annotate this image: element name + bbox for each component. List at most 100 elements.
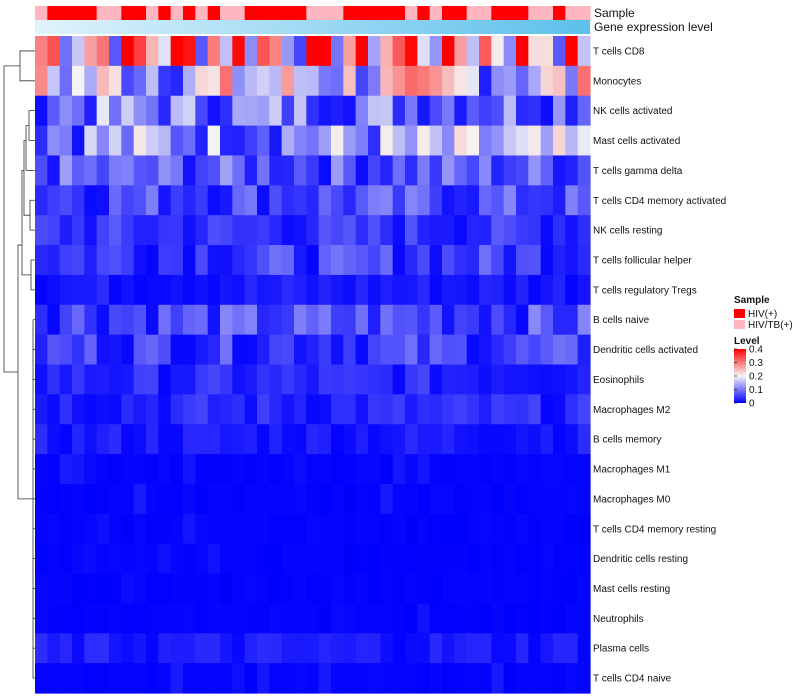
heatmap-cell (503, 633, 517, 664)
heatmap-cell (146, 65, 159, 97)
heatmap-cell (405, 36, 418, 67)
heatmap-cell (516, 394, 529, 425)
heatmap-cell (503, 603, 517, 634)
dendrogram-branch (28, 110, 35, 141)
heatmap-cell (355, 454, 369, 485)
heatmap-cell (170, 95, 184, 127)
heatmap-cell (158, 424, 172, 455)
heatmap-cell (503, 513, 517, 545)
heatmap-cell (553, 334, 566, 366)
heatmap-cell (183, 334, 196, 366)
heatmap-cell (158, 663, 172, 694)
heatmap-cell (47, 454, 61, 485)
heatmap-cell (183, 603, 196, 634)
heatmap-cell (109, 394, 122, 425)
heatmap-cell (146, 215, 159, 246)
heatmap-cell (417, 663, 431, 694)
heatmap-cell (577, 65, 591, 97)
heatmap-cell (417, 483, 431, 515)
heatmap-cell (133, 483, 147, 515)
heatmap-cell (72, 454, 85, 485)
heatmap-cell (540, 125, 554, 157)
heatmap-cell (343, 454, 357, 485)
heatmap-cell (207, 185, 221, 216)
heatmap-cell (318, 513, 332, 545)
heatmap-cell (35, 424, 48, 455)
row-label: Eosinophils (593, 375, 644, 386)
heatmap-cell (158, 36, 172, 67)
sample-annotation-cell (503, 6, 517, 20)
heatmap-cell (207, 633, 221, 664)
heatmap-cell (72, 334, 85, 366)
heatmap-cell (269, 304, 283, 336)
heatmap-cell (109, 543, 122, 575)
heatmap-cell (466, 245, 480, 276)
heatmap-cell (392, 483, 406, 515)
heatmap-cell (528, 663, 542, 694)
heatmap-cell (442, 483, 455, 515)
heatmap-cell (84, 424, 98, 455)
heatmap-cell (503, 125, 517, 157)
heatmap-cell (318, 394, 332, 425)
heatmap-cell (355, 36, 369, 67)
heatmap-cell (380, 394, 394, 425)
heatmap-cell (318, 633, 332, 664)
heatmap-cell (540, 364, 554, 395)
heatmap-cell (96, 65, 110, 97)
heatmap-cell (516, 274, 529, 306)
heatmap-cell (158, 95, 172, 127)
heatmap-cell (318, 364, 332, 395)
heatmap-cell (294, 394, 307, 425)
heatmap-cell (392, 36, 406, 67)
heatmap-cell (429, 304, 443, 336)
heatmap-cell (47, 603, 61, 634)
heatmap-cell (96, 573, 110, 605)
heatmap-cell (220, 364, 233, 395)
heatmap-cell (528, 633, 542, 664)
heatmap-cell (392, 573, 406, 605)
heatmap-cell (183, 155, 196, 186)
dendrogram-branch (3, 65, 20, 373)
heatmap-cell (294, 95, 307, 127)
sample-annotation-cell (417, 6, 431, 20)
heatmap-cell (109, 274, 122, 306)
heatmap-cell (577, 155, 591, 186)
heatmap-cell (269, 513, 283, 545)
heatmap-cell (109, 245, 122, 276)
heatmap-cell (170, 334, 184, 366)
heatmap-cell (244, 155, 258, 186)
heatmap-cell (47, 543, 61, 575)
heatmap-cell (72, 215, 85, 246)
heatmap-cell (479, 245, 492, 276)
heatmap-cell (417, 633, 431, 664)
heatmap-cell (405, 663, 418, 694)
heatmap-cell (380, 513, 394, 545)
heatmap-cell (146, 573, 159, 605)
heatmap-cell (281, 36, 295, 67)
heatmap-cell (331, 215, 344, 246)
heatmap-cell (244, 394, 258, 425)
heatmap-cell (343, 274, 357, 306)
heatmap-cell (281, 394, 295, 425)
heatmap-cell (565, 543, 579, 575)
heatmap-cell (146, 155, 159, 186)
row-label: Plasma cells (593, 644, 649, 655)
heatmap-cell (491, 125, 505, 157)
heatmap-cell (577, 394, 591, 425)
heatmap-cell (183, 274, 196, 306)
heatmap-cell (368, 513, 381, 545)
heatmap-cell (331, 663, 344, 694)
heatmap-cell (59, 65, 73, 97)
heatmap-cell (294, 185, 307, 216)
row-label: Macrophages M0 (593, 494, 671, 505)
heatmap-cell (306, 304, 320, 336)
heatmap-cell (306, 155, 320, 186)
heatmap-cell (146, 364, 159, 395)
heatmap-cell (479, 155, 492, 186)
heatmap-cell (257, 513, 270, 545)
heatmap-cell (84, 394, 98, 425)
heatmap-cell (392, 334, 406, 366)
heatmap-cell (133, 65, 147, 97)
heatmap-cell (442, 454, 455, 485)
heatmap-cell (565, 424, 579, 455)
